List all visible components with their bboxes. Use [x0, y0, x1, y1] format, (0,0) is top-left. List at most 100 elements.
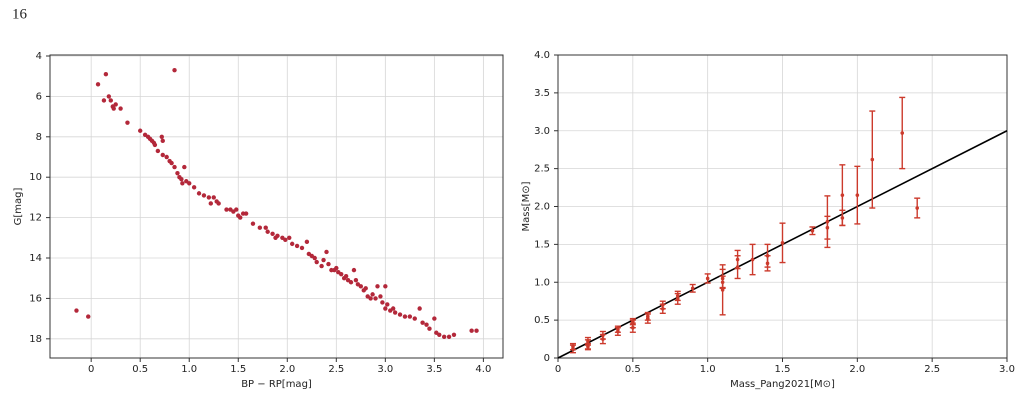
x-tick-label: 4.0	[475, 364, 491, 375]
point	[383, 306, 388, 311]
x-tick-label: 2.0	[849, 364, 865, 375]
y-tick-label: 3.5	[534, 88, 550, 99]
point	[265, 229, 270, 234]
point	[95, 82, 101, 87]
point	[164, 154, 169, 160]
point	[735, 257, 740, 262]
y-tick-label: 6	[36, 91, 42, 102]
point	[383, 284, 388, 289]
point	[427, 326, 432, 331]
point	[160, 138, 165, 144]
point	[368, 296, 373, 301]
point	[780, 241, 785, 245]
point	[243, 211, 249, 216]
plot-frame	[49, 54, 504, 359]
point	[234, 207, 239, 212]
point	[705, 276, 710, 281]
point	[270, 231, 275, 236]
point	[138, 128, 143, 133]
point	[339, 271, 344, 277]
y-tick-label: 10	[29, 172, 42, 183]
x-tick-label: 0	[555, 364, 561, 375]
x-tick-label: 1.0	[700, 364, 716, 375]
point	[312, 255, 317, 261]
point	[113, 102, 118, 107]
point	[348, 280, 354, 285]
y-tick-label: 0	[544, 353, 550, 364]
page-number: 16	[12, 6, 28, 22]
point	[283, 237, 288, 243]
y-tick-label: 12	[29, 213, 42, 224]
x-tick-label: 0.5	[132, 364, 148, 375]
y-tick-label: 2.5	[534, 164, 550, 175]
point	[855, 193, 860, 197]
point	[351, 267, 357, 273]
y-tick-label: 2.0	[534, 202, 550, 213]
point	[392, 310, 398, 315]
point	[321, 257, 326, 263]
y-tick-label: 3.0	[534, 126, 550, 137]
y-tick-label: 16	[29, 293, 42, 304]
y-tick-label: 18	[29, 334, 42, 345]
point	[586, 339, 590, 344]
point	[74, 308, 79, 313]
point	[385, 302, 390, 307]
point	[155, 148, 161, 154]
point	[334, 265, 339, 271]
x-tick-label: 2.5	[924, 364, 940, 375]
y-tick-label: 4	[36, 51, 42, 62]
point	[441, 334, 447, 339]
x-tick-label: 1.5	[775, 364, 791, 375]
x-tick-label: 2.5	[328, 364, 344, 375]
point	[152, 142, 158, 148]
point	[118, 106, 123, 111]
point	[101, 98, 107, 103]
x-axis-label: Mass_Pang2021[M⊙]	[730, 379, 835, 390]
point	[106, 94, 112, 99]
point	[870, 157, 875, 162]
x-tick-label: 3.0	[377, 364, 393, 375]
point	[375, 284, 380, 289]
point	[224, 207, 229, 212]
point	[412, 316, 417, 321]
point	[675, 294, 680, 298]
y-tick-label: 1.0	[534, 277, 550, 288]
point	[111, 106, 116, 111]
point	[407, 314, 413, 319]
point	[390, 306, 396, 311]
point	[840, 193, 845, 197]
point	[180, 181, 185, 186]
point	[437, 332, 442, 337]
point	[420, 320, 425, 325]
point	[324, 249, 329, 255]
point	[825, 225, 830, 230]
point	[353, 278, 359, 283]
point	[201, 193, 207, 198]
point	[187, 181, 192, 186]
y-tick-label: 8	[36, 132, 42, 143]
point	[160, 152, 165, 158]
point	[175, 170, 180, 176]
point	[915, 206, 919, 210]
point	[103, 71, 109, 77]
y-tick-label: 0.5	[534, 315, 550, 326]
x-tick-label: 0	[88, 364, 94, 375]
point	[586, 344, 590, 349]
y-axis-label: G[mag]	[13, 188, 24, 226]
point	[469, 328, 474, 333]
point	[208, 201, 214, 206]
point	[424, 322, 429, 327]
y-tick-label: 1.5	[534, 239, 550, 250]
point	[358, 284, 364, 289]
point	[373, 296, 378, 301]
x-tick-label: 3.5	[426, 364, 442, 375]
point	[289, 241, 295, 247]
point	[172, 164, 177, 170]
point	[474, 328, 479, 333]
point	[370, 292, 375, 297]
point	[108, 98, 113, 103]
point	[720, 280, 725, 285]
point	[125, 120, 130, 125]
x-axis-label: BP − RP[mag]	[241, 379, 312, 390]
point	[319, 263, 324, 269]
